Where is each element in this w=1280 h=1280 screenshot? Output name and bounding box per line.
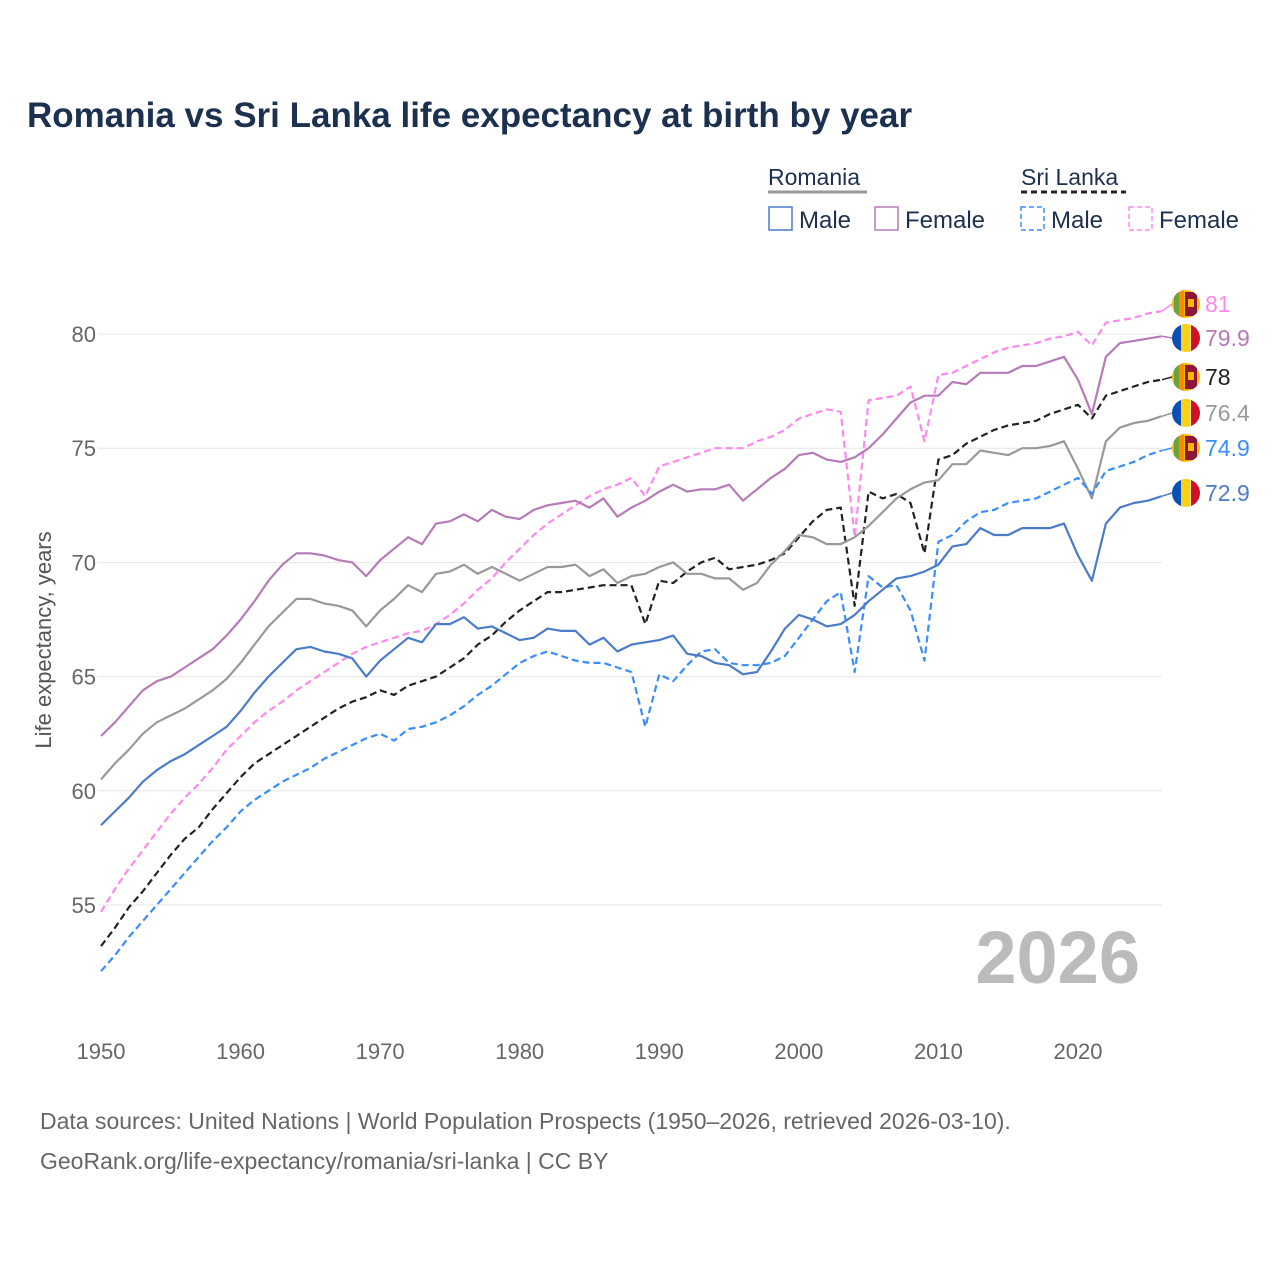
x-tick-label: 1950 xyxy=(77,1039,126,1064)
end-value-label-romania: 76.4 xyxy=(1205,400,1250,426)
y-tick-label: 60 xyxy=(72,779,96,804)
lion-icon xyxy=(1188,299,1194,307)
end-value-label-sri-lanka: 78 xyxy=(1205,364,1231,390)
lion-icon xyxy=(1188,443,1194,451)
end-value-label-sri-lanka-male: 74.9 xyxy=(1205,435,1250,461)
legend-label-romania-female: Female xyxy=(905,207,985,234)
x-tick-label: 2000 xyxy=(774,1039,823,1064)
source-note: Data sources: United Nations | World Pop… xyxy=(40,1108,1011,1134)
romania-flag-icon xyxy=(1172,479,1182,507)
x-tick-label: 2010 xyxy=(914,1039,963,1064)
sri-lanka-flag-stripe xyxy=(1174,434,1179,462)
lion-icon xyxy=(1188,372,1194,380)
romania-flag-icon xyxy=(1191,479,1200,507)
romania-flag-icon xyxy=(1181,479,1191,507)
series-line-sri-lanka-male xyxy=(100,449,1163,972)
x-tick-label: 1990 xyxy=(635,1039,684,1064)
legend-label-sri-lanka-male: Male xyxy=(1051,207,1103,234)
legend-label-sri-lanka-female: Female xyxy=(1159,207,1239,234)
y-tick-label: 80 xyxy=(72,322,96,347)
year-watermark: 2026 xyxy=(975,916,1140,999)
sri-lanka-flag-stripe xyxy=(1174,290,1179,318)
romania-flag-icon xyxy=(1181,399,1191,427)
romania-flag-icon xyxy=(1172,324,1182,352)
legend-swatch-sri-lanka-male xyxy=(1020,206,1045,231)
label-connector xyxy=(1161,412,1173,417)
label-connector xyxy=(1161,303,1173,312)
end-value-label-sri-lanka-female: 81 xyxy=(1205,291,1231,317)
series-line-romania-female xyxy=(100,335,1162,737)
x-tick-label: 1970 xyxy=(356,1039,405,1064)
source-link[interactable]: GeoRank.org/life-expectancy/romania/sri-… xyxy=(40,1148,609,1174)
end-value-label-romania-female: 79.9 xyxy=(1205,325,1250,351)
legend-swatch-sri-lanka-female xyxy=(1128,206,1153,231)
romania-flag-icon xyxy=(1191,399,1200,427)
sri-lanka-flag-stripe xyxy=(1179,363,1184,391)
label-connector xyxy=(1161,335,1173,339)
x-tick-label: 1980 xyxy=(495,1039,544,1064)
legend-swatch-romania-male xyxy=(768,206,793,231)
series-line-sri-lanka xyxy=(100,378,1162,947)
romania-flag-icon xyxy=(1191,324,1200,352)
y-tick-label: 55 xyxy=(72,893,96,918)
chart-title: Romania vs Sri Lanka life expectancy at … xyxy=(27,96,913,135)
legend-label-romania-male: Male xyxy=(799,207,851,234)
y-axis-label: Life expectancy, years xyxy=(31,531,56,748)
label-connector xyxy=(1161,447,1173,452)
legend-group-romania: Romania xyxy=(768,164,860,190)
series-line-romania xyxy=(100,415,1163,781)
x-tick-label: 1960 xyxy=(216,1039,265,1064)
label-connector xyxy=(1161,376,1173,381)
romania-flag-icon xyxy=(1181,324,1191,352)
y-tick-label: 70 xyxy=(72,550,96,575)
series-line-sri-lanka-female xyxy=(100,310,1162,913)
y-tick-label: 75 xyxy=(72,436,96,461)
legend-group-sri-lanka: Sri Lanka xyxy=(1021,164,1118,190)
legend-swatch-romania-female xyxy=(874,206,899,231)
romania-flag-icon xyxy=(1172,399,1182,427)
label-connector xyxy=(1161,492,1173,497)
y-tick-label: 65 xyxy=(72,665,96,690)
sri-lanka-flag-stripe xyxy=(1179,434,1184,462)
sri-lanka-flag-stripe xyxy=(1179,290,1184,318)
end-value-label-romania-male: 72.9 xyxy=(1205,480,1250,506)
series-line-romania-male xyxy=(100,495,1163,826)
x-tick-label: 2020 xyxy=(1054,1039,1103,1064)
sri-lanka-flag-stripe xyxy=(1174,363,1179,391)
